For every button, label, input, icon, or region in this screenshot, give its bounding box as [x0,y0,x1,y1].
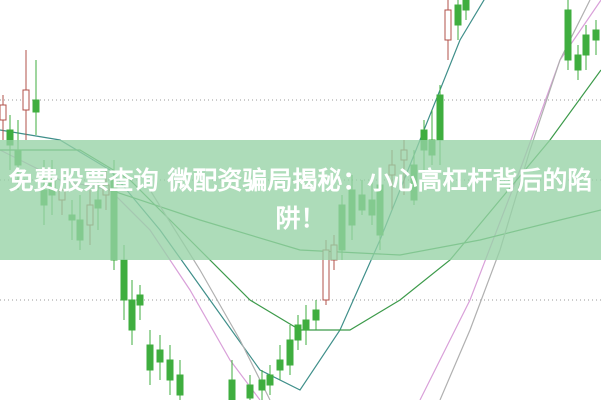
candle-body [592,29,600,41]
candle-body [266,374,274,386]
candle-body [0,104,7,121]
candle-body [22,89,30,111]
candle-body [120,259,128,301]
candle-body [286,339,294,366]
candle-body [246,384,254,399]
article-title: 免费股票查询 微配资骗局揭秘：小心高杠杆背后的陷阱！ [8,166,593,233]
candle-body [276,359,284,371]
candle-body [564,9,572,61]
candle-body [436,94,444,141]
candle-body [228,379,236,400]
candle-body [302,319,310,331]
candle-body [146,344,154,371]
candle-body [136,294,144,306]
candle-body [574,54,582,71]
candle-body [156,349,164,363]
candle-body [32,99,40,113]
candle-body [462,0,470,11]
candle-body [582,34,590,56]
candle-body [176,374,184,396]
candle-body [258,379,266,391]
title-banner: 免费股票查询 微配资骗局揭秘：小心高杠杆背后的陷阱！ [0,140,601,260]
candle-body [454,4,462,26]
candle-body [312,309,320,321]
candle-body [128,299,136,331]
candle-body [166,359,174,381]
candle-body [444,9,452,41]
candle-body [294,324,302,341]
